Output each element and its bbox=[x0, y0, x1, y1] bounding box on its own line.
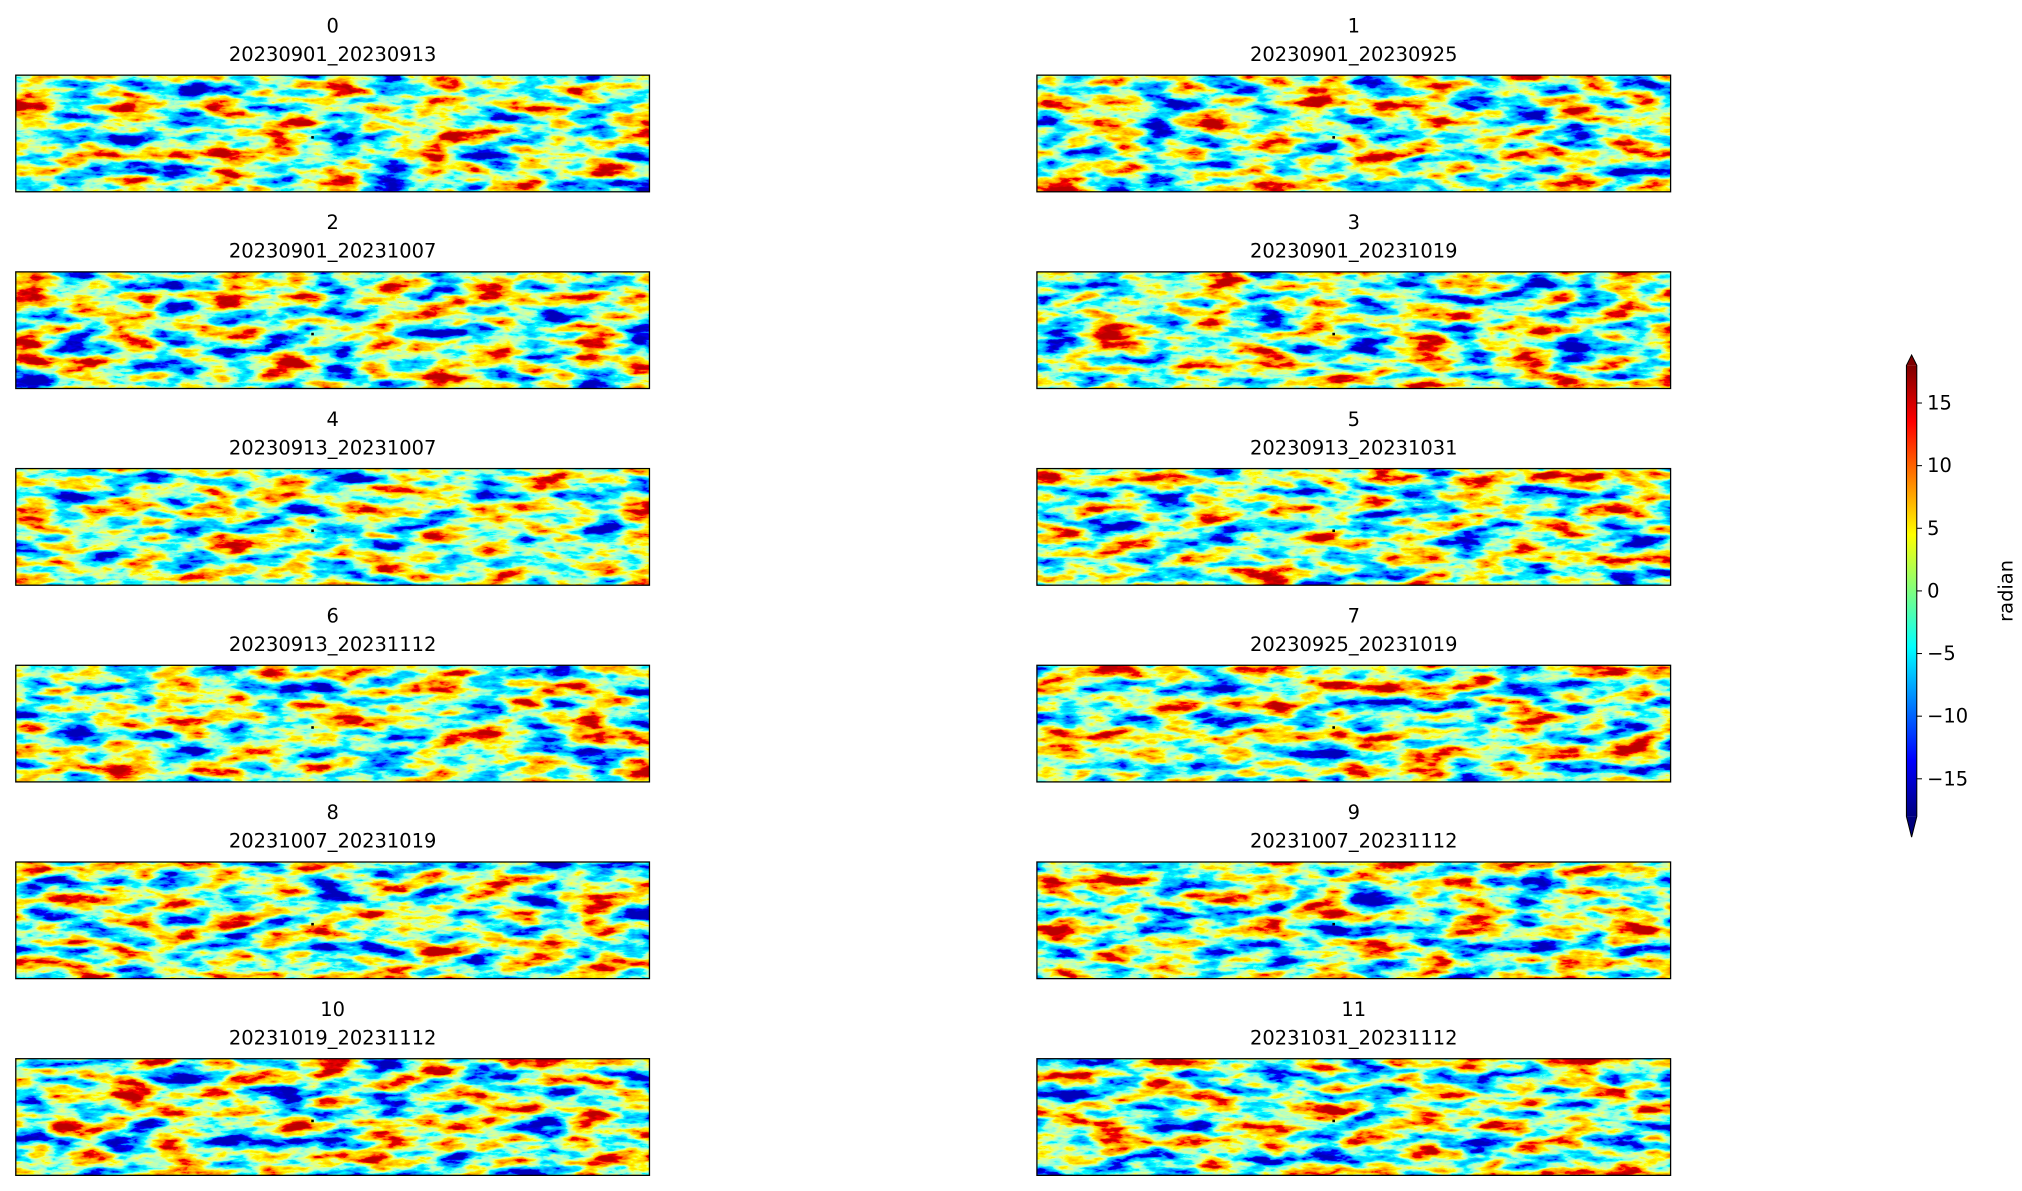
panel-title: 20231019_20231112 bbox=[229, 1026, 436, 1049]
raster-image bbox=[1036, 75, 1671, 192]
panel-frame bbox=[15, 1058, 651, 1176]
colorbar-tick-label: 10 bbox=[1927, 454, 1952, 477]
colorbar-tick-label: 5 bbox=[1927, 517, 1939, 540]
marker-dot bbox=[1332, 726, 1335, 729]
colorbar-tick-label: −15 bbox=[1927, 767, 1968, 790]
raster-image bbox=[15, 665, 650, 782]
panel-title: 20231007_20231112 bbox=[1250, 830, 1457, 853]
panel-frame bbox=[15, 271, 651, 390]
panel-index: 8 bbox=[326, 801, 338, 824]
panel-title: 20230901_20230913 bbox=[229, 43, 436, 66]
panel-title: 20231007_20231019 bbox=[229, 830, 436, 853]
raster-image bbox=[1036, 271, 1671, 389]
panel-frame bbox=[15, 861, 651, 980]
panel-title: 20230901_20231019 bbox=[1250, 240, 1457, 263]
raster-image bbox=[1036, 468, 1671, 586]
marker-dot bbox=[311, 922, 314, 926]
panel-frame bbox=[1036, 467, 1672, 586]
colorbar bbox=[1906, 365, 1917, 817]
panel-frame bbox=[15, 74, 651, 193]
raster-image bbox=[1036, 665, 1671, 782]
colorbar-tick-label: 0 bbox=[1927, 579, 1939, 602]
colorbar-tick-label: −10 bbox=[1927, 705, 1968, 728]
panel-frame bbox=[1036, 1058, 1672, 1176]
panel-frame bbox=[15, 664, 651, 783]
raster-image bbox=[1036, 862, 1671, 979]
panel-index: 6 bbox=[326, 605, 338, 628]
panel-title: 20230913_20231031 bbox=[1250, 436, 1457, 459]
panel-title: 20230925_20231019 bbox=[1250, 633, 1457, 656]
panel-frame bbox=[1036, 861, 1672, 980]
marker-dot bbox=[311, 1119, 314, 1123]
raster-image bbox=[1036, 1058, 1671, 1176]
marker-dot bbox=[1332, 332, 1335, 336]
panel-title: 20231031_20231112 bbox=[1250, 1026, 1457, 1049]
marker-dot bbox=[1332, 529, 1335, 533]
panel-title: 20230901_20230925 bbox=[1250, 43, 1457, 66]
colorbar-tick-label: 15 bbox=[1927, 391, 1952, 414]
colorbar-frame bbox=[1905, 353, 1918, 838]
panel-index: 5 bbox=[1348, 408, 1360, 431]
marker-dot bbox=[311, 136, 314, 139]
panel-index: 11 bbox=[1341, 998, 1366, 1021]
panel-frame bbox=[1036, 74, 1672, 193]
panel-index: 10 bbox=[320, 998, 345, 1021]
colorbar-extend-bottom bbox=[1906, 816, 1917, 838]
raster-image bbox=[15, 271, 650, 389]
panel-index: 7 bbox=[1348, 605, 1360, 628]
raster-image bbox=[15, 468, 650, 586]
panel-index: 2 bbox=[326, 211, 338, 234]
panel-title: 20230913_20231112 bbox=[229, 633, 436, 656]
panel-frame bbox=[1036, 664, 1672, 783]
marker-dot bbox=[1332, 136, 1335, 139]
panel-index: 9 bbox=[1348, 801, 1360, 824]
marker-dot bbox=[1332, 1119, 1335, 1123]
colorbar-label: radian bbox=[1995, 560, 2018, 622]
panel-title: 20230913_20231007 bbox=[229, 436, 436, 459]
panel-index: 3 bbox=[1348, 211, 1360, 234]
panel-index: 1 bbox=[1348, 14, 1360, 37]
colorbar-tick-label: −5 bbox=[1927, 642, 1956, 665]
panel-frame bbox=[1036, 271, 1672, 390]
panel-index: 4 bbox=[326, 408, 338, 431]
marker-dot bbox=[1332, 922, 1335, 926]
marker-dot bbox=[311, 529, 314, 533]
colorbar-extend-top bbox=[1906, 355, 1917, 366]
panel-title: 20230901_20231007 bbox=[229, 240, 436, 263]
marker-dot bbox=[311, 726, 314, 729]
raster-image bbox=[15, 862, 650, 979]
raster-image bbox=[15, 75, 650, 192]
raster-image bbox=[15, 1058, 650, 1176]
panel-index: 0 bbox=[326, 14, 338, 37]
panel-frame bbox=[15, 467, 651, 586]
marker-dot bbox=[311, 332, 314, 336]
